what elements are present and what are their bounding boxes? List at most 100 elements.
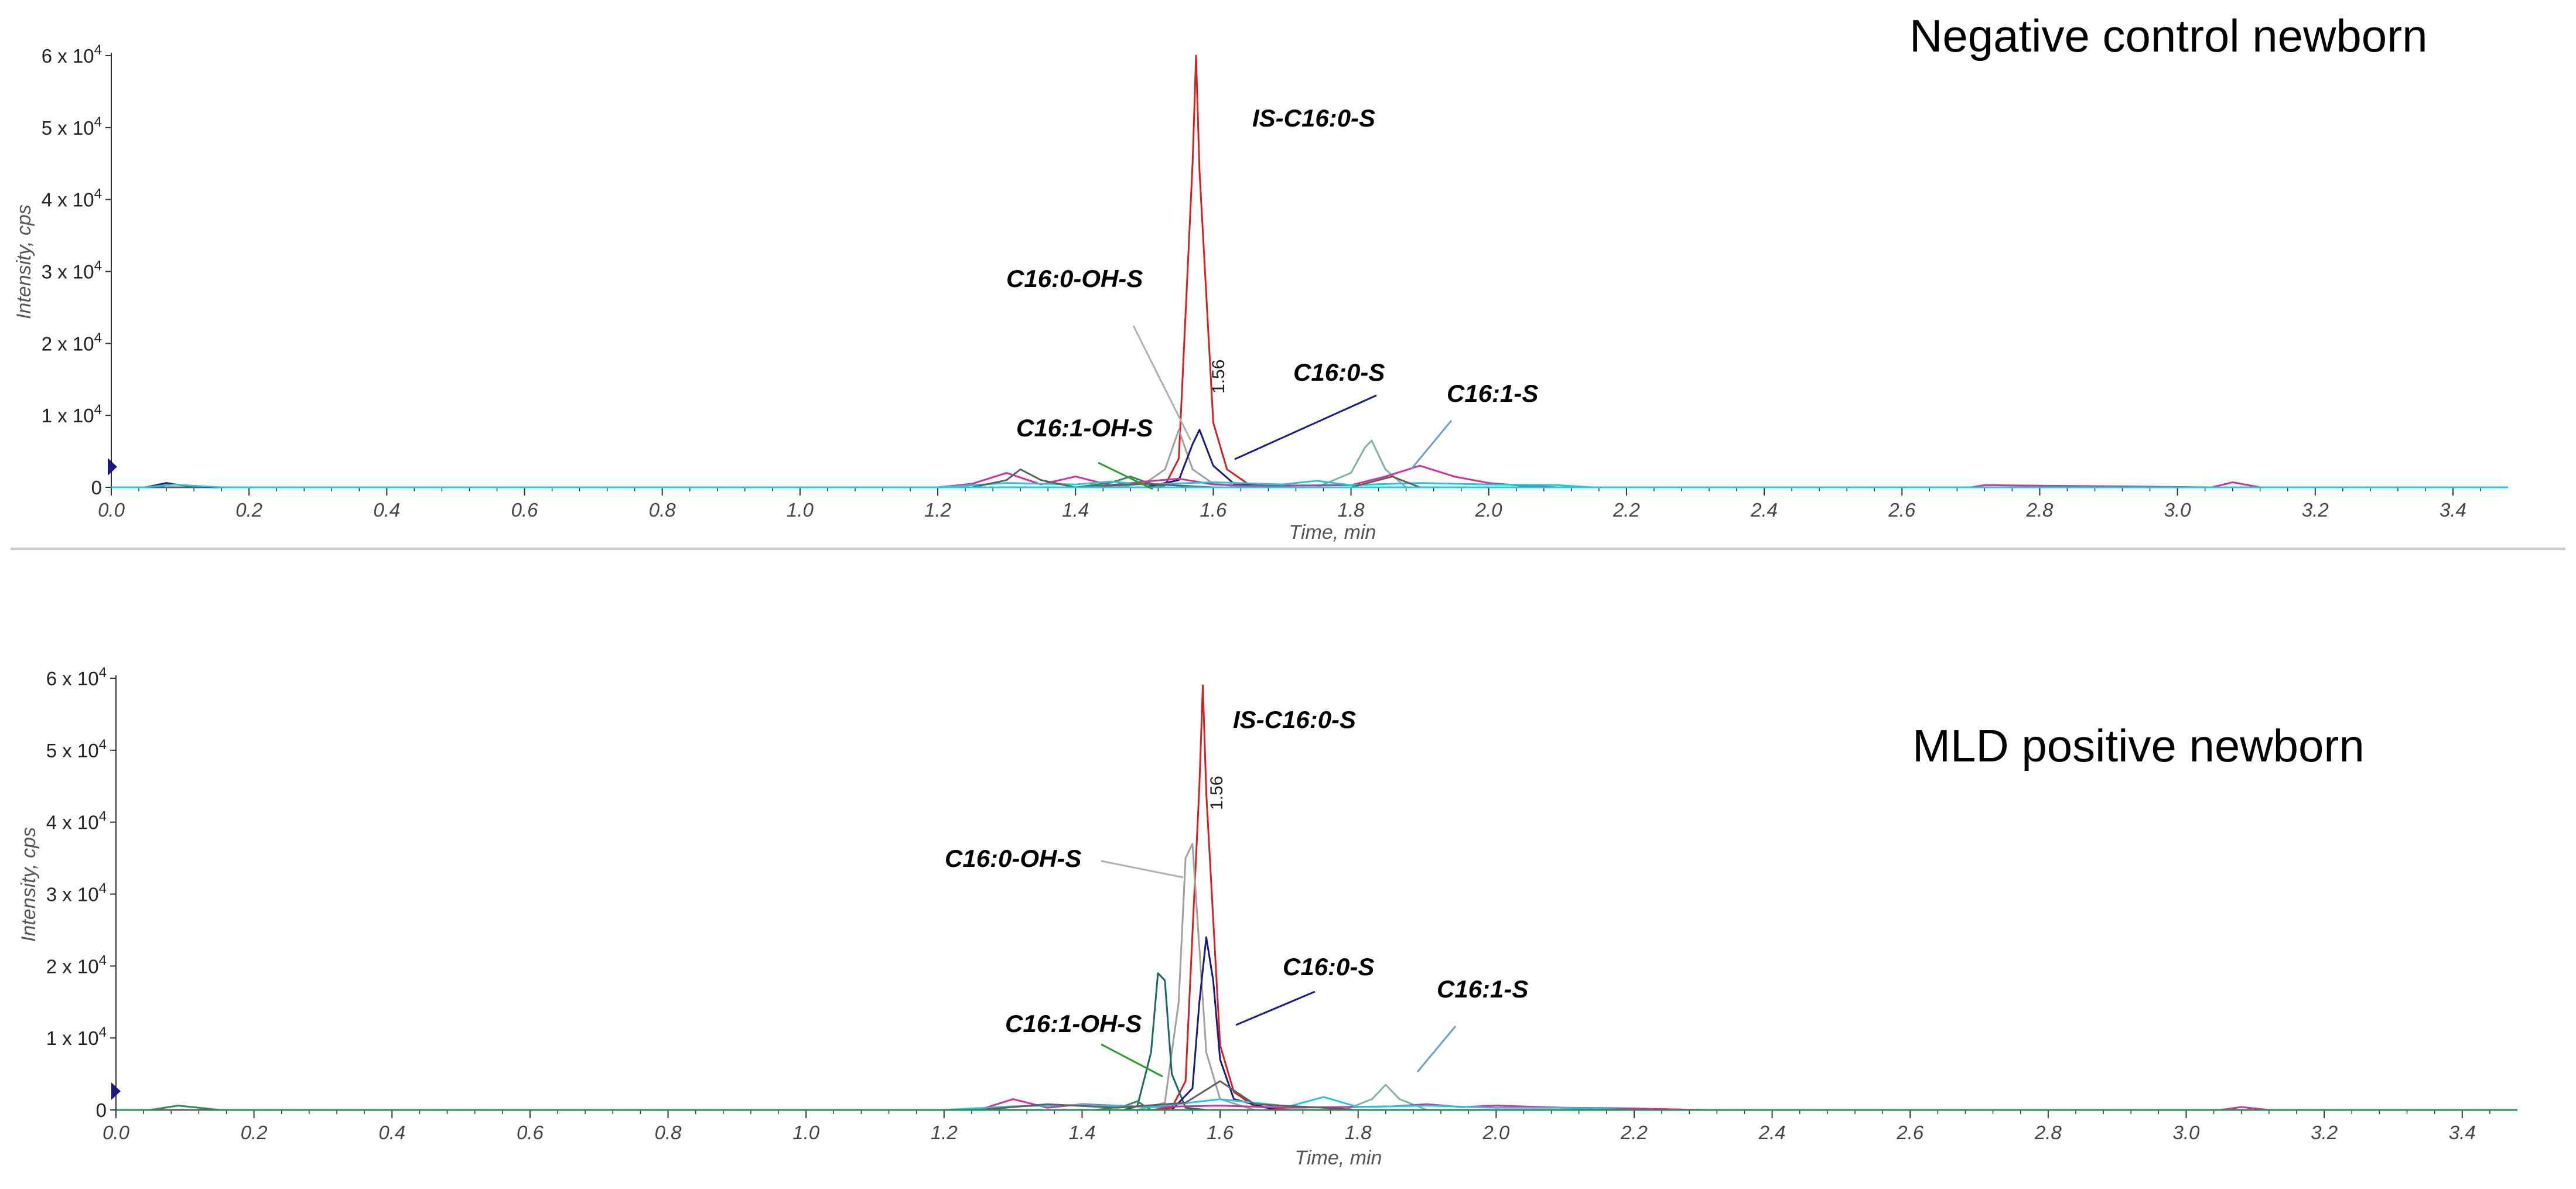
- x-tick-label: 1.4: [1062, 499, 1089, 521]
- annotation-c16-1-oh-s: C16:1-OH-S: [1016, 414, 1153, 442]
- y-tick-label: 5 x 104: [42, 114, 102, 139]
- retention-time-label: 1.56: [1209, 360, 1228, 394]
- x-tick-label: 0.0: [103, 1122, 130, 1143]
- y-tick-label: 3 x 104: [42, 258, 102, 283]
- series-trace: [116, 1100, 2517, 1111]
- x-axis-label: Time, min: [1289, 521, 1376, 544]
- arrow-c16-1-s: [1410, 420, 1453, 469]
- y-tick-label: 2 x 104: [42, 330, 102, 354]
- x-tick-label: 0.2: [235, 499, 262, 521]
- series-trace: [111, 483, 2508, 488]
- annotation-c16-1-s: C16:1-S: [1447, 380, 1538, 407]
- annotation-c16-0-s: C16:0-S: [1293, 358, 1385, 386]
- baseline-marker: [108, 458, 117, 476]
- x-tick-labels: 0.0 0.2 0.4 0.6 0.8 1.0 1.2 1.4 1.6 1.8 2.0 2.2 2.4 2…: [98, 487, 2481, 521]
- y-tick-label: 0: [96, 1099, 107, 1121]
- annotation-arrows: [1098, 325, 1453, 490]
- y-tick-label: 4 x 104: [42, 186, 102, 211]
- annotation-arrows: [1101, 860, 1457, 1078]
- x-tick-label: 3.0: [2173, 1122, 2201, 1143]
- x-tick-label: 3.0: [2164, 499, 2192, 521]
- series-traces: [111, 54, 2508, 488]
- y-tick-label: 3 x 104: [46, 881, 107, 906]
- x-tick-label: 0.2: [241, 1122, 268, 1143]
- x-tick-label: 2.0: [1482, 1122, 1510, 1143]
- series-traces: [116, 684, 2517, 1111]
- y-tick-label: 2 x 104: [46, 952, 107, 977]
- x-tick-label: 1.2: [931, 1122, 958, 1143]
- x-tick-labels: 0.0 0.2 0.4 0.6 0.8 1.0 1.2 1.4 1.6 1.8 2.0 2.2 2.4 2…: [103, 1110, 2490, 1143]
- y-tick-label: 5 x 104: [46, 737, 107, 761]
- x-tick-label: 3.2: [2302, 499, 2329, 521]
- x-tick-label: 1.6: [1200, 499, 1227, 521]
- y-tick-label: 1 x 104: [46, 1024, 107, 1049]
- series-trace: [116, 972, 2517, 1111]
- x-tick-label: 3.2: [2311, 1122, 2338, 1143]
- arrow-c16-0-s: [1235, 990, 1316, 1026]
- annotation-c16-1-s: C16:1-S: [1437, 975, 1528, 1003]
- x-tick-label: 1.8: [1338, 499, 1365, 521]
- y-axis-label: Intensity, cps: [18, 827, 40, 942]
- y-axis-label: Intensity, cps: [13, 204, 35, 319]
- annotation-c16-0-oh-s: C16:0-OH-S: [945, 845, 1081, 872]
- panel-title: Negative control newborn: [1909, 10, 2428, 62]
- series-trace: [116, 1105, 2517, 1111]
- series-trace: [111, 429, 2508, 488]
- y-tick-label: 6 x 104: [42, 42, 102, 67]
- x-tick-label: 0.6: [511, 499, 539, 521]
- x-tick-label: 0.8: [655, 1122, 682, 1143]
- x-tick-label: 2.2: [1612, 499, 1640, 521]
- series-trace: [111, 429, 2508, 488]
- annotation-is-c16-0-s: IS-C16:0-S: [1252, 104, 1375, 132]
- y-tick-label: 6 x 104: [46, 665, 107, 689]
- baseline-marker: [111, 1082, 121, 1100]
- annotation-c16-1-oh-s: C16:1-OH-S: [1005, 1010, 1142, 1037]
- x-tick-label: 2.8: [2025, 499, 2054, 521]
- annotation-is-c16-0-s: IS-C16:0-S: [1233, 706, 1356, 733]
- arrow-c16-1-s: [1416, 1026, 1457, 1072]
- panel-negative-control: Negative control newborn Intensity, cps …: [13, 10, 2508, 544]
- series-trace: [111, 480, 2508, 488]
- arrow-c16-1-oh-s: [1101, 1043, 1163, 1078]
- x-tick-label: 2.4: [1758, 1122, 1786, 1143]
- series-trace: [116, 1098, 2517, 1111]
- arrow-c16-1-oh-s: [1098, 462, 1153, 490]
- x-tick-label: 0.4: [373, 499, 400, 521]
- y-tick-label: 0: [91, 477, 102, 498]
- x-tick-label: 2.0: [1475, 499, 1503, 521]
- x-axis-label: Time, min: [1295, 1147, 1382, 1169]
- series-trace: [116, 1084, 2517, 1111]
- series-trace: [116, 1080, 2517, 1111]
- panel-mld-positive: MLD positive newborn Intensity, cps Time…: [18, 665, 2517, 1169]
- y-tick-label: 4 x 104: [46, 809, 107, 833]
- x-tick-label: 2.4: [1750, 499, 1778, 521]
- arrow-c16-0-s: [1234, 394, 1377, 460]
- annotation-c16-0-s: C16:0-S: [1283, 953, 1374, 980]
- x-tick-label: 3.4: [2440, 499, 2466, 521]
- series-trace: [111, 464, 2508, 488]
- x-tick-label: 2.2: [1620, 1122, 1648, 1143]
- x-tick-label: 1.8: [1345, 1122, 1372, 1143]
- x-tick-label: 1.6: [1207, 1122, 1234, 1143]
- x-tick-label: 3.4: [2449, 1122, 2476, 1143]
- x-tick-label: 0.4: [378, 1122, 405, 1143]
- y-tick-labels: 0 1 x 104 2 x 104 3 x 104 4 x 104 5 x 104 6 x …: [46, 665, 116, 1121]
- arrow-c16-0-oh-s: [1101, 860, 1184, 879]
- y-tick-labels: 0 1 x 104 2 x 104 3 x 104 4 x 104 5 x 104 6 x …: [42, 42, 111, 498]
- x-tick-label: 0.0: [98, 499, 125, 521]
- series-trace: [111, 439, 2508, 488]
- x-tick-label: 2.8: [2034, 1122, 2062, 1143]
- panel-title: MLD positive newborn: [1912, 720, 2365, 771]
- x-tick-label: 2.6: [1888, 499, 1916, 521]
- x-tick-label: 2.6: [1896, 1122, 1924, 1143]
- retention-time-label: 1.56: [1207, 776, 1226, 810]
- x-tick-label: 1.0: [792, 1122, 820, 1143]
- y-tick-label: 1 x 104: [42, 402, 102, 426]
- x-tick-label: 1.0: [787, 499, 814, 521]
- x-tick-label: 1.4: [1068, 1122, 1095, 1143]
- x-tick-label: 0.6: [517, 1122, 544, 1143]
- arrow-c16-0-oh-s: [1132, 325, 1192, 441]
- x-tick-label: 0.8: [649, 499, 677, 521]
